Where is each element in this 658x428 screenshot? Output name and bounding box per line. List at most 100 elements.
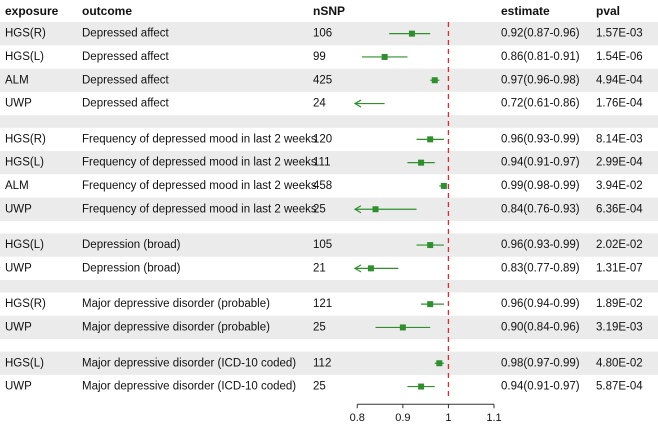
- cell-exposure: UWP: [5, 262, 32, 274]
- cell-outcome: Major depressive disorder (probable): [82, 321, 270, 333]
- cell-estimate: 0.92(0.87-0.96): [501, 28, 580, 40]
- cell-estimate: 0.86(0.81-0.91): [501, 51, 580, 63]
- cell-estimate: 0.98(0.97-0.99): [501, 357, 580, 369]
- cell-outcome: Depressed affect: [82, 74, 170, 86]
- cell-outcome: Frequency of depressed mood in last 2 we…: [82, 203, 317, 215]
- cell-outcome: Frequency of depressed mood in last 2 we…: [82, 133, 317, 145]
- cell-pval: 3.19E-03: [596, 321, 643, 333]
- cell-exposure: UWP: [5, 203, 32, 215]
- x-tick-label: 0.8: [350, 412, 365, 423]
- cell-nsnp: 425: [313, 74, 332, 86]
- cell-exposure: HGS(L): [5, 157, 44, 169]
- cell-pval: 1.89E-02: [596, 298, 643, 310]
- cell-pval: 3.94E-02: [596, 180, 643, 192]
- cell-exposure: HGS(L): [5, 357, 44, 369]
- row-band: [0, 115, 658, 128]
- cell-outcome: Major depressive disorder (ICD-10 coded): [82, 381, 296, 393]
- cell-outcome: Major depressive disorder (ICD-10 coded): [82, 357, 296, 369]
- cell-estimate: 0.83(0.77-0.89): [501, 262, 580, 274]
- point-estimate: [427, 136, 434, 143]
- row-band: [0, 197, 658, 221]
- cell-estimate: 0.96(0.93-0.99): [501, 133, 580, 145]
- cell-outcome: Depressed affect: [82, 98, 170, 110]
- cell-nsnp: 99: [313, 51, 326, 63]
- cell-estimate: 0.96(0.93-0.99): [501, 239, 580, 251]
- cell-nsnp: 121: [313, 298, 332, 310]
- cell-pval: 4.80E-02: [596, 357, 643, 369]
- point-estimate: [408, 30, 415, 37]
- cell-exposure: ALM: [5, 74, 29, 86]
- point-estimate: [372, 206, 379, 213]
- cell-estimate: 0.84(0.76-0.93): [501, 203, 580, 215]
- column-header: nSNP: [313, 4, 345, 18]
- cell-exposure: HGS(L): [5, 51, 44, 63]
- column-header: estimate: [501, 4, 550, 18]
- column-header: outcome: [82, 4, 132, 18]
- cell-outcome: Depression (broad): [82, 239, 181, 251]
- cell-pval: 5.87E-04: [596, 381, 643, 393]
- cell-pval: 2.99E-04: [596, 157, 643, 169]
- cell-estimate: 0.97(0.96-0.98): [501, 74, 580, 86]
- cell-nsnp: 111: [313, 157, 330, 169]
- point-estimate: [427, 242, 434, 249]
- row-band: [0, 68, 658, 92]
- ci-arrow: [353, 205, 362, 214]
- cell-pval: 1.31E-07: [596, 262, 643, 274]
- row-band: [0, 351, 658, 375]
- cell-estimate: 0.96(0.94-0.99): [501, 298, 580, 310]
- ci-arrow: [353, 99, 362, 108]
- cell-nsnp: 24: [313, 98, 326, 110]
- point-estimate: [381, 53, 388, 60]
- cell-nsnp: 21: [313, 262, 326, 274]
- cell-nsnp: 105: [313, 239, 332, 251]
- row-band: [0, 315, 658, 340]
- cell-nsnp: 112: [313, 357, 331, 369]
- cell-estimate: 0.72(0.61-0.86): [501, 98, 580, 110]
- point-estimate: [436, 360, 443, 367]
- cell-pval: 4.94E-04: [596, 74, 643, 86]
- row-band: [0, 151, 658, 175]
- cell-nsnp: 25: [313, 321, 326, 333]
- cell-estimate: 0.99(0.98-0.99): [501, 180, 580, 192]
- point-estimate: [399, 324, 406, 331]
- column-header: exposure: [5, 4, 59, 18]
- ci-arrow: [353, 264, 362, 273]
- cell-nsnp: 25: [313, 203, 326, 215]
- cell-estimate: 0.90(0.84-0.96): [501, 321, 580, 333]
- cell-exposure: UWP: [5, 381, 32, 393]
- cell-pval: 1.57E-03: [596, 28, 643, 40]
- cell-pval: 1.76E-04: [596, 98, 643, 110]
- cell-exposure: HGS(L): [5, 239, 44, 251]
- cell-outcome: Frequency of depressed mood in last 2 we…: [82, 157, 317, 169]
- x-tick-label: 0.9: [395, 412, 410, 423]
- cell-outcome: Depression (broad): [82, 262, 181, 274]
- cell-nsnp: 120: [313, 133, 332, 145]
- x-tick-label: 1: [445, 412, 451, 423]
- point-estimate: [418, 383, 425, 390]
- cell-estimate: 0.94(0.91-0.97): [501, 157, 580, 169]
- cell-exposure: UWP: [5, 321, 32, 333]
- point-estimate: [427, 301, 434, 308]
- cell-pval: 1.54E-06: [596, 51, 643, 63]
- cell-outcome: Frequency of depressed mood in last 2 we…: [82, 180, 317, 192]
- cell-pval: 8.14E-03: [596, 133, 643, 145]
- cell-nsnp: 25: [313, 381, 326, 393]
- x-tick-label: 1.1: [486, 412, 501, 423]
- point-estimate: [418, 159, 425, 166]
- cell-estimate: 0.94(0.91-0.97): [501, 381, 580, 393]
- cell-exposure: HGS(R): [5, 298, 46, 310]
- cell-nsnp: 458: [313, 180, 332, 192]
- cell-nsnp: 106: [313, 28, 332, 40]
- cell-outcome: Depressed affect: [82, 51, 170, 63]
- cell-exposure: HGS(R): [5, 28, 46, 40]
- row-band: [0, 22, 658, 46]
- row-band: [0, 233, 658, 257]
- column-header: pval: [596, 4, 620, 18]
- cell-exposure: ALM: [5, 180, 29, 192]
- point-estimate: [367, 265, 374, 272]
- cell-exposure: UWP: [5, 98, 32, 110]
- row-band: [0, 280, 658, 293]
- cell-outcome: Major depressive disorder (probable): [82, 298, 270, 310]
- cell-exposure: HGS(R): [5, 133, 46, 145]
